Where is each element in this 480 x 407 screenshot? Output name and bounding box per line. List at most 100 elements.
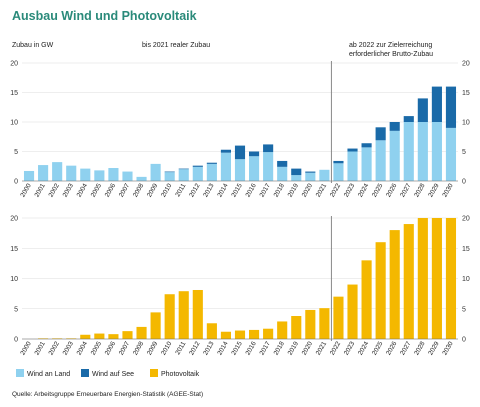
bar-wind-wind-an-land: [333, 163, 344, 181]
bar-wind-wind-an-land: [249, 156, 260, 181]
bar-wind-wind-an-land: [234, 159, 246, 181]
bar-wind-wind-an-land: [52, 162, 63, 181]
bar-wind-wind-an-land: [164, 172, 175, 181]
bar-pv-photovoltaik: [122, 331, 133, 339]
annotation-historic: bis 2021 realer Zubau: [142, 42, 211, 49]
bar-wind-wind-auf-see: [417, 98, 428, 122]
bar-wind-wind-an-land: [80, 168, 91, 181]
y-tick-label: 20: [462, 61, 470, 68]
bar-wind-wind-auf-see: [403, 116, 414, 122]
bar-pv-photovoltaik: [38, 338, 49, 339]
x-tick-label: 2029: [427, 182, 440, 198]
bar-wind-wind-auf-see: [431, 86, 442, 122]
x-tick-label: 2012: [188, 182, 201, 198]
x-tick-label: 2030: [441, 182, 454, 198]
bar-pv-photovoltaik: [277, 321, 288, 339]
x-tick-label: 2004: [76, 182, 89, 198]
bar-wind-wind-an-land: [122, 171, 133, 181]
legend-swatch: [16, 369, 24, 377]
bar-wind-wind-an-land: [206, 163, 217, 181]
bar-pv-photovoltaik: [66, 338, 77, 339]
bar-wind-wind-auf-see: [263, 144, 274, 153]
y-tick-label: 0: [14, 337, 18, 344]
y-tick-label: 10: [10, 120, 18, 127]
bar-pv-photovoltaik: [220, 331, 231, 339]
bar-wind-wind-an-land: [361, 147, 372, 181]
y-tick-label: 0: [462, 337, 466, 344]
bar-wind-wind-an-land: [319, 169, 330, 181]
bar-pv-photovoltaik: [206, 323, 217, 339]
bar-wind-wind-an-land: [347, 151, 358, 181]
bar-wind-wind-an-land: [375, 140, 386, 181]
x-tick-label: 2016: [245, 340, 258, 356]
x-tick-label: 2005: [90, 182, 103, 198]
bar-wind-wind-an-land: [291, 175, 302, 181]
y-tick-label: 5: [14, 149, 18, 156]
x-tick-label: 2007: [118, 182, 131, 198]
bar-pv-photovoltaik: [417, 218, 428, 339]
y-tick-label: 5: [14, 306, 18, 313]
bar-wind-wind-auf-see: [361, 143, 372, 148]
x-tick-label: 2012: [188, 340, 201, 356]
x-tick-label: 2029: [427, 340, 440, 356]
x-tick-label: 2019: [287, 182, 300, 198]
x-tick-label: 2011: [174, 340, 187, 356]
x-tick-label: 2014: [216, 340, 229, 356]
bar-wind-wind-auf-see: [347, 148, 358, 152]
bar-wind-wind-an-land: [150, 163, 161, 181]
x-tick-label: 2018: [273, 182, 286, 198]
bar-wind-wind-auf-see: [220, 149, 231, 153]
x-tick-label: 2001: [34, 340, 47, 356]
bar-pv-photovoltaik: [361, 260, 372, 339]
y-tick-label: 15: [10, 90, 18, 97]
legend-label: Photovoltaik: [161, 371, 200, 378]
y-tick-label: 15: [462, 246, 470, 253]
x-tick-label: 2028: [413, 340, 426, 356]
y-tick-label: 10: [10, 276, 18, 283]
bar-pv-photovoltaik: [389, 230, 400, 339]
x-tick-label: 2016: [245, 182, 258, 198]
x-tick-label: 2008: [132, 182, 145, 198]
bar-pv-photovoltaik: [108, 334, 119, 339]
x-tick-label: 2000: [19, 182, 32, 198]
bar-wind-wind-an-land: [178, 169, 189, 181]
x-tick-label: 2002: [48, 340, 61, 356]
bar-wind-wind-auf-see: [445, 86, 457, 128]
bar-pv-photovoltaik: [403, 224, 414, 339]
x-tick-label: 2003: [62, 182, 75, 198]
x-tick-label: 2013: [202, 340, 215, 356]
y-tick-label: 0: [462, 179, 466, 186]
x-tick-label: 2024: [357, 182, 370, 198]
bar-wind-wind-an-land: [389, 130, 400, 181]
y-tick-label: 20: [10, 61, 18, 68]
legend-swatch: [150, 369, 158, 377]
bar-wind-wind-an-land: [136, 176, 147, 181]
bar-pv-photovoltaik: [178, 291, 189, 339]
y-tick-label: 5: [462, 306, 466, 313]
x-tick-label: 2003: [62, 340, 75, 356]
bar-wind-wind-auf-see: [234, 145, 246, 160]
bar-wind-wind-auf-see: [178, 168, 189, 170]
x-tick-label: 2017: [259, 340, 272, 356]
bar-wind-wind-auf-see: [249, 151, 260, 157]
y-tick-label: 10: [462, 276, 470, 283]
legend-label: Wind auf See: [92, 371, 134, 378]
bar-wind-wind-auf-see: [375, 127, 386, 141]
bar-wind-wind-an-land: [277, 166, 288, 181]
x-tick-label: 2013: [202, 182, 215, 198]
bar-wind-wind-an-land: [108, 168, 119, 181]
x-tick-label: 2025: [371, 340, 384, 356]
bar-pv-photovoltaik: [192, 289, 203, 339]
x-tick-label: 2021: [315, 182, 328, 198]
bar-pv-photovoltaik: [333, 296, 344, 339]
annotation-target-line2: erforderlicher Brutto-Zubau: [349, 51, 434, 58]
bar-wind-wind-auf-see: [291, 168, 302, 176]
x-tick-label: 2006: [104, 182, 117, 198]
bar-wind-wind-an-land: [445, 127, 457, 181]
bar-wind-wind-auf-see: [305, 171, 316, 173]
legend-swatch: [81, 369, 89, 377]
legend-label: Wind an Land: [27, 371, 70, 378]
source-note: Quelle: Arbeitsgruppe Erneuerbare Energi…: [12, 391, 204, 398]
bar-wind-wind-auf-see: [206, 162, 217, 164]
